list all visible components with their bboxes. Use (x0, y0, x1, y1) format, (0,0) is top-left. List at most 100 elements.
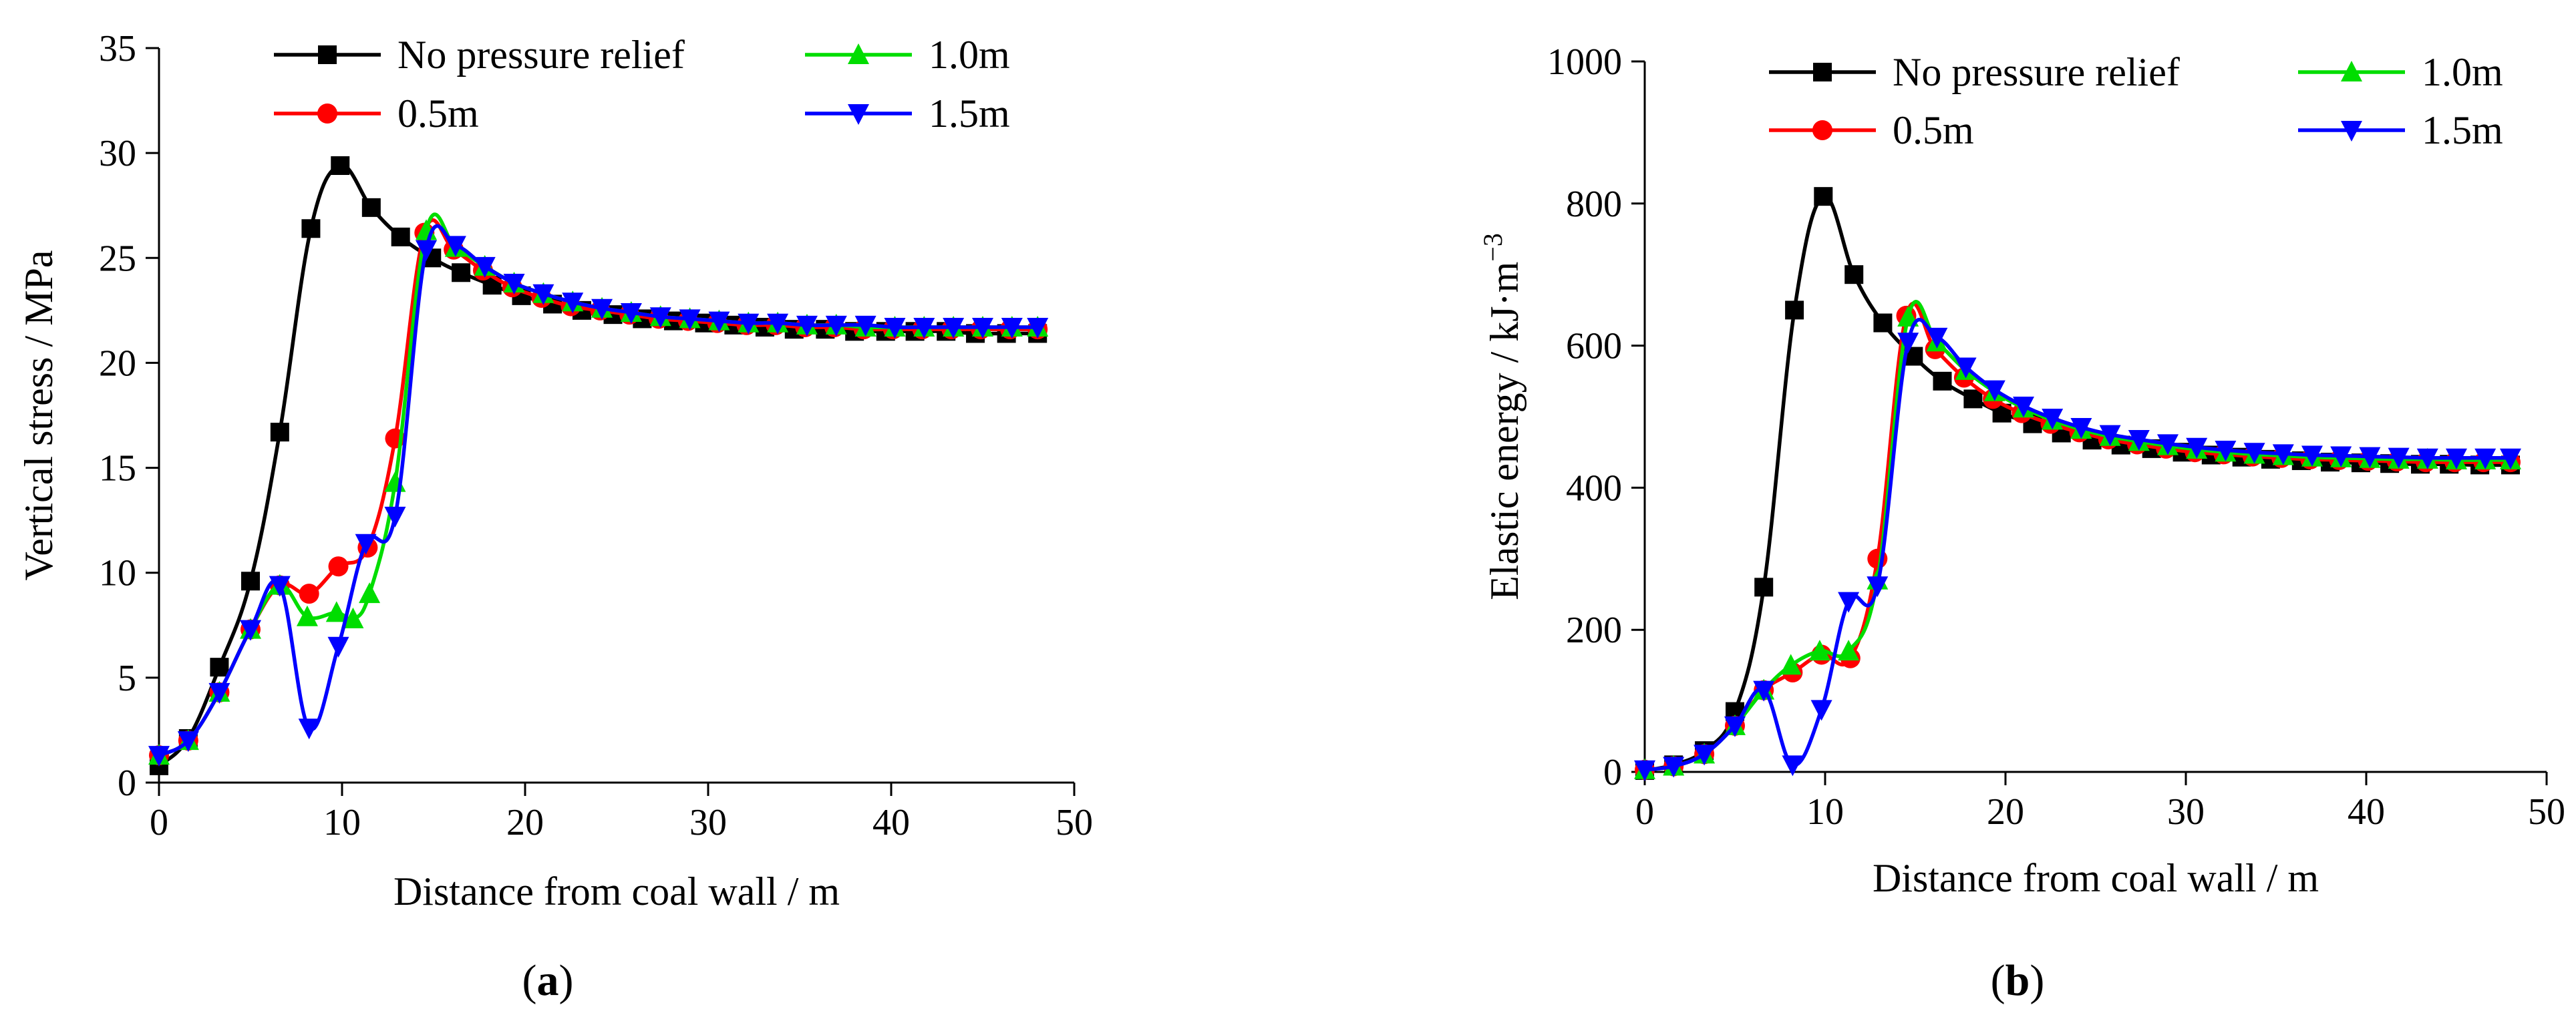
data-point (2070, 417, 2092, 439)
series-line-2 (1644, 300, 2511, 772)
data-point (2186, 437, 2208, 459)
series-line-1 (1644, 301, 2511, 772)
data-point (708, 311, 730, 333)
y-tick-label: 5 (118, 658, 136, 699)
data-point (1785, 300, 1804, 320)
legend-label: 1.0m (929, 33, 1010, 77)
data-point (1897, 306, 1919, 327)
y-tick-label: 0 (118, 763, 136, 804)
x-tick-label: 40 (872, 802, 910, 843)
chart-panel-a: 0 10 20 30 40 50 0 5 10 15 20 25 30 35 No pressure rel… (17, 28, 1093, 1005)
legend-label: 0.5m (1893, 108, 1974, 152)
panel-label-a-open: ( (522, 956, 537, 1005)
legend-marker (1812, 120, 1832, 140)
data-point (342, 607, 364, 628)
data-point (2243, 443, 2265, 464)
data-point (562, 292, 584, 314)
data-point (2099, 425, 2121, 446)
data-point (452, 263, 471, 282)
data-point (269, 576, 291, 597)
legend-marker (317, 104, 337, 124)
data-point (270, 423, 289, 442)
x-tick-label: 20 (506, 802, 544, 843)
data-point (301, 219, 321, 238)
y-axis-title-b-main: Elastic energy / kJ·m (1482, 262, 1526, 600)
legend-entry: No pressure relief (274, 33, 685, 77)
data-point (1873, 313, 1893, 333)
series-line-3 (1644, 318, 2511, 772)
data-point (2013, 397, 2034, 418)
panel-label-b: (b) (1991, 956, 2045, 1005)
data-point (2416, 448, 2438, 469)
data-point (2446, 448, 2467, 469)
legend-marker (848, 43, 869, 64)
data-point (2388, 447, 2410, 469)
x-tick-label: 50 (2528, 791, 2565, 833)
data-point (208, 682, 230, 704)
y-tick-label: 1000 (1547, 41, 1622, 83)
data-point (1963, 389, 1983, 409)
x-tick-label: 0 (1635, 791, 1654, 833)
data-point (210, 658, 229, 677)
data-point (1867, 576, 1889, 598)
data-point (1983, 380, 2005, 401)
panel-label-a-close: ) (559, 956, 574, 1005)
data-point (649, 307, 671, 329)
data-point (1001, 318, 1023, 339)
panel-label-b-letter: b (2005, 956, 2030, 1005)
data-point (325, 601, 347, 622)
legend-entry: 1.0m (805, 33, 1010, 77)
data-point (296, 605, 318, 626)
data-point (241, 572, 260, 591)
x-tick-label: 30 (2167, 791, 2205, 833)
data-point (1955, 357, 1977, 379)
plot-area-a: 0 10 20 30 40 50 0 5 10 15 20 25 30 35 No pressure rel… (99, 28, 1093, 843)
data-point (1754, 578, 1774, 597)
legend-label: 1.0m (2422, 50, 2503, 94)
y-tick-label: 10 (99, 553, 136, 594)
data-point (2301, 445, 2323, 467)
y-tick-label: 0 (1603, 752, 1622, 793)
y-axis-title-b: Elastic energy / kJ·m−3 (1478, 233, 1526, 600)
series-line-2 (158, 212, 1038, 757)
data-point (1780, 654, 1802, 675)
y-tick-label: 15 (99, 448, 136, 489)
plot-area-b: 0 10 20 30 40 50 0 200 400 600 800 1000 No pressure … (1547, 41, 2565, 833)
data-point (854, 315, 876, 337)
data-point (972, 318, 993, 339)
y-tick-label: 800 (1566, 184, 1622, 225)
data-point (361, 198, 381, 217)
y-tick-label: 400 (1566, 467, 1622, 509)
data-point (1808, 640, 1830, 661)
data-point (177, 731, 199, 753)
data-point (148, 746, 170, 767)
legend-entry: 1.0m (2298, 50, 2503, 94)
data-point (299, 584, 319, 604)
legend-marker (848, 104, 869, 125)
data-point (384, 506, 406, 528)
data-point (444, 236, 466, 257)
x-axis-title-a: Distance from coal wall / m (393, 869, 840, 913)
data-point (1810, 700, 1832, 721)
panel-label-b-open: ( (1991, 956, 2005, 1005)
data-point (1027, 318, 1049, 339)
legend-entry: 0.5m (1769, 108, 1974, 152)
data-point (1838, 640, 1860, 661)
y-tick-label: 20 (99, 343, 136, 384)
x-tick-label: 50 (1056, 802, 1093, 843)
legend-label: No pressure relief (1893, 50, 2180, 94)
data-point (331, 156, 350, 175)
legend-entry: 1.5m (2298, 108, 2503, 152)
data-point (2128, 430, 2150, 451)
y-tick-label: 200 (1566, 610, 1622, 651)
legend-marker (2341, 61, 2362, 81)
data-point (416, 240, 438, 261)
y-tick-label: 25 (99, 238, 136, 279)
series-line-0 (158, 164, 1038, 768)
data-point (2215, 441, 2237, 462)
legend-entry: No pressure relief (1769, 50, 2180, 94)
data-point (679, 309, 701, 331)
data-point (1663, 757, 1685, 778)
data-point (1724, 716, 1746, 737)
